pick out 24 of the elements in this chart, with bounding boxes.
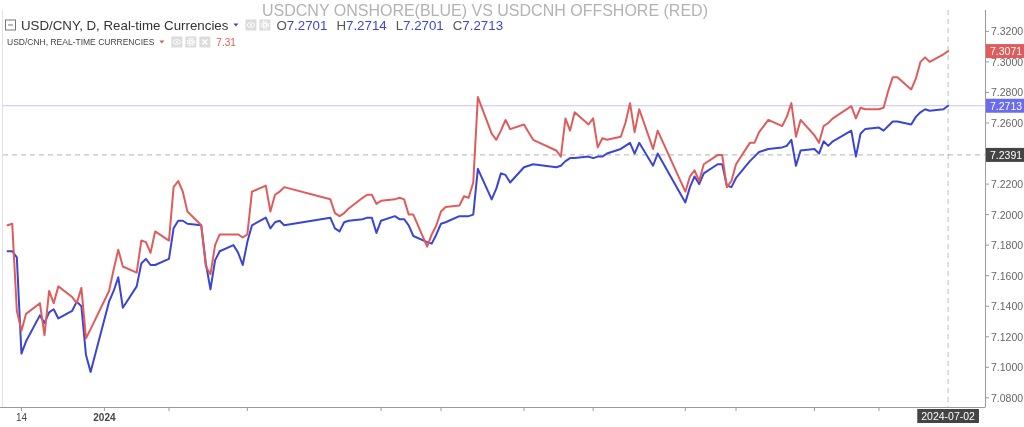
- y-tick-label: 7.2800: [991, 86, 1024, 99]
- y-tick-label: 7.1000: [991, 361, 1024, 374]
- chart-title: USDCNY ONSHORE(BLUE) VS USDCNH OFFSHORE (RED): [262, 2, 708, 19]
- annotation: 7.31: [216, 36, 237, 48]
- ref-line-label: 7.2391: [990, 148, 1023, 161]
- y-tick-label: 7.3200: [991, 25, 1024, 38]
- ref-line-label: 2024-07-02: [921, 410, 976, 422]
- line-series: [6, 50, 950, 340]
- text: 7.3071: [990, 45, 1023, 58]
- y-tick-label: 7.0800: [991, 391, 1024, 404]
- y-tick-label: 7.3000: [991, 55, 1024, 68]
- y-tick-label: 7.1200: [991, 330, 1024, 343]
- y-tick-label: 7.2200: [991, 178, 1024, 191]
- ref-line-label: 7.2713: [990, 99, 1023, 112]
- y-tick-label: 7.1600: [991, 269, 1024, 282]
- x-tick-label: 2024: [93, 411, 116, 423]
- y-tick-label: 7.2600: [991, 116, 1024, 129]
- y-tick-label: 7.1800: [991, 239, 1024, 252]
- y-tick-label: 7.1400: [991, 300, 1024, 313]
- y-tick-label: 7.2000: [991, 208, 1024, 221]
- legend-label: USD/CNH, REAL-TIME CURRENCIES: [7, 37, 155, 47]
- x-tick-label: 14: [15, 411, 28, 423]
- line-series: [6, 104, 950, 373]
- legend-label: USD/CNY, D, Real-time Currencies: [21, 17, 229, 33]
